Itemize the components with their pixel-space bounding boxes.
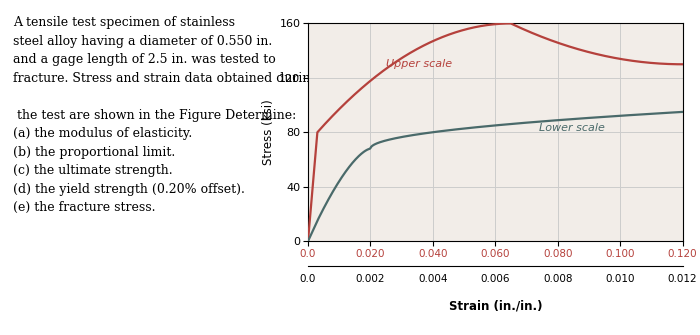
Text: Strain (in./in.): Strain (in./in.) [449,299,542,313]
Text: A tensile test specimen of stainless
steel alloy having a diameter of 0.550 in.
: A tensile test specimen of stainless ste… [13,16,318,214]
Text: Upper scale: Upper scale [386,59,452,69]
Y-axis label: Stress (ksi): Stress (ksi) [262,99,275,165]
Text: Lower scale: Lower scale [539,123,605,133]
